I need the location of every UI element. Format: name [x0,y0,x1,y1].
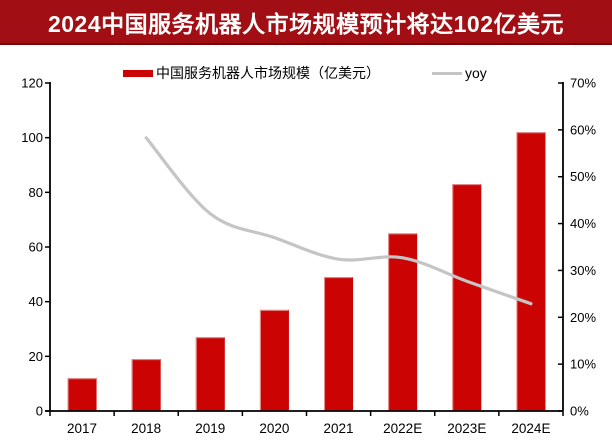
x-axis-category-label: 2018 [131,421,161,436]
left-axis-tick-label: 60 [29,240,43,255]
bar-highlight-edge [195,337,225,411]
x-axis-category-label: 2023E [447,421,486,436]
axis-labels: 0 20 40 60 80 100 120 0% 10% 20% 30% 40% 50% 60% 70% 20… [21,76,596,437]
bar-highlight-edge [67,378,97,411]
bar-highlight-edge [131,359,161,411]
yoy-line [144,136,533,306]
bar-2019 [195,337,225,411]
bar-highlight-edge [516,132,545,411]
right-axis-tick-label: 20% [570,310,596,325]
bar-highlight-edge [388,233,417,411]
left-axis-tick-label: 40 [29,294,43,309]
legend-item-market-size: 中国服务机器人市场规模（亿美元） [123,63,380,83]
bar-2018 [131,359,161,411]
bar-series-swatch-icon [123,69,153,77]
bar-highlight-edge [452,184,481,411]
legend-label-yoy: yoy [465,65,487,81]
chart-legend: 中国服务机器人市场规模（亿美元） yoy [0,63,612,83]
bar-series [67,132,546,411]
left-axis-tick-label: 80 [29,185,43,200]
line-series-swatch-icon [432,71,462,75]
left-axis-tick-label: 20 [29,349,43,364]
right-axis-tick-label: 0% [570,404,589,419]
left-axis-tick-label: 0 [36,404,43,419]
x-axis-category-label: 2024E [511,421,550,436]
title-banner: 2024中国服务机器人市场规模预计将达102亿美元 [0,0,612,45]
bar-2021 [324,277,354,411]
bar-2022E [388,233,418,411]
bar-2020 [259,309,289,411]
bar-highlight-edge [259,309,289,411]
page-title: 2024中国服务机器人市场规模预计将达102亿美元 [47,10,565,37]
left-axis-tick-label: 100 [21,130,43,145]
chart-axes [45,82,564,416]
bar-highlight-edge [324,277,353,411]
x-axis-category-label: 2022E [383,421,422,436]
right-axis-tick-label: 30% [570,263,596,278]
x-axis-category-label: 2019 [195,421,225,436]
right-axis-tick-label: 10% [570,357,596,372]
yoy-line-series [144,136,533,306]
right-axis-tick-label: 40% [570,216,596,231]
bar-2017 [67,378,97,411]
legend-label-market-size: 中国服务机器人市场规模（亿美元） [156,67,380,82]
x-axis-category-label: 2017 [67,421,97,436]
left-axis-tick-label: 120 [21,76,43,91]
right-axis-tick-label: 60% [570,122,596,137]
right-axis-tick-label: 70% [570,76,596,91]
x-axis-category-label: 2021 [324,421,354,436]
bar-2024E [516,132,546,411]
legend-item-yoy: yoy [432,63,487,83]
x-axis-category-label: 2020 [259,421,289,436]
right-axis-tick-label: 50% [570,169,596,184]
bar-2023E [452,184,482,411]
